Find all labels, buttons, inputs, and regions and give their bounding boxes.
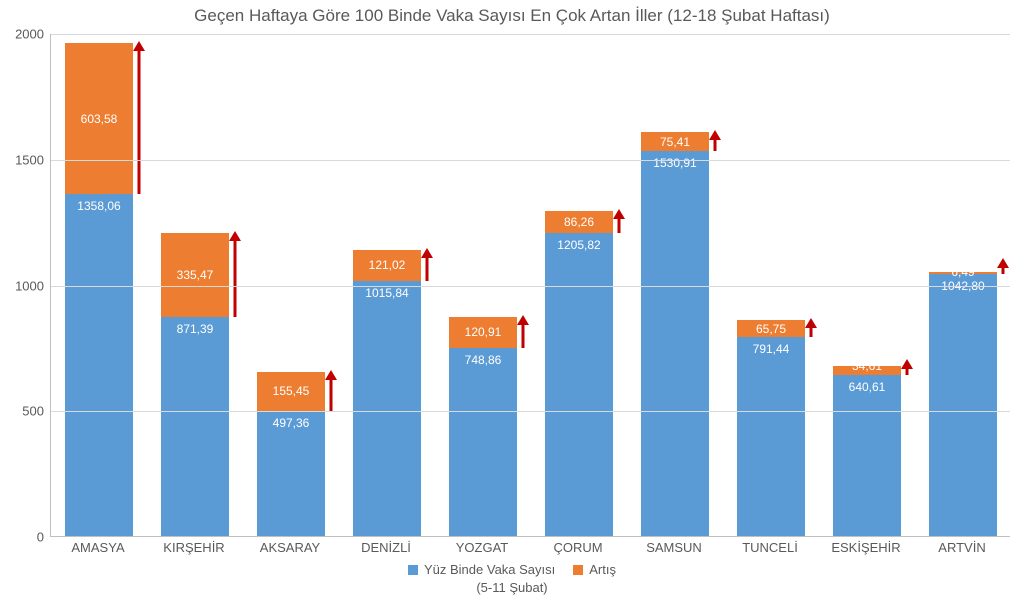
gridline bbox=[51, 34, 1010, 35]
bar-base bbox=[65, 194, 133, 536]
bar-base bbox=[737, 337, 805, 536]
bar-group: 791,44 65,75 bbox=[737, 320, 805, 536]
legend-swatch-base bbox=[408, 565, 418, 575]
bar-base-label: 640,61 bbox=[833, 381, 901, 393]
legend-label-increase: Artış bbox=[589, 562, 616, 577]
bar-base-label: 791,44 bbox=[737, 343, 805, 355]
bar-increase-label: 335,47 bbox=[161, 269, 229, 281]
bar-base bbox=[833, 375, 901, 536]
bar-base-label: 497,36 bbox=[257, 417, 325, 429]
bar-base-label: 871,39 bbox=[161, 323, 229, 335]
bar-increase-label: 120,91 bbox=[449, 326, 517, 338]
x-tick-label: KIRŞEHİR bbox=[163, 540, 224, 555]
bar-increase-label: 75,41 bbox=[641, 136, 709, 148]
bar-increase-label: 86,26 bbox=[545, 216, 613, 228]
chart-title: Geçen Haftaya Göre 100 Binde Vaka Sayısı… bbox=[0, 6, 1024, 26]
bar-base bbox=[641, 151, 709, 536]
bar-base-label: 1205,82 bbox=[545, 239, 613, 251]
y-tick-label: 2000 bbox=[4, 27, 44, 42]
bar-base-label: 1358,06 bbox=[65, 200, 133, 212]
bar-increase-label: 6,49 bbox=[929, 266, 997, 278]
bar-group: 1042,806,49 bbox=[929, 272, 997, 536]
bar-increase-label: 34,61 bbox=[833, 360, 901, 372]
bar-group: 1530,9175,41 bbox=[641, 132, 709, 536]
legend-item-base: Yüz Binde Vaka Sayısı bbox=[408, 562, 555, 577]
bar-increase-label: 603,58 bbox=[65, 113, 133, 125]
legend-sublabel: (5-11 Şubat) bbox=[0, 580, 1024, 595]
y-tick-label: 500 bbox=[4, 404, 44, 419]
bar-group: 748,86 120,91 bbox=[449, 317, 517, 536]
x-tick-label: DENİZLİ bbox=[361, 540, 411, 555]
x-tick-label: YOZGAT bbox=[456, 540, 508, 555]
x-tick-label: ARTVİN bbox=[938, 540, 985, 555]
x-tick-label: AKSARAY bbox=[260, 540, 320, 555]
gridline bbox=[51, 411, 1010, 412]
chart-container: Geçen Haftaya Göre 100 Binde Vaka Sayısı… bbox=[0, 0, 1024, 608]
x-tick-label: ÇORUM bbox=[553, 540, 602, 555]
gridline bbox=[51, 286, 1010, 287]
bar-group: 1015,84 121,02 bbox=[353, 250, 421, 536]
plot-area: 1358,06 603,58 871,39 335,47 497,36 155,45 101… bbox=[50, 34, 1010, 537]
bar-base bbox=[161, 317, 229, 536]
bar-base-label: 748,86 bbox=[449, 354, 517, 366]
bar-base bbox=[353, 281, 421, 536]
bar-group: 871,39 335,47 bbox=[161, 232, 229, 536]
bar-increase-label: 65,75 bbox=[737, 323, 805, 335]
y-tick-label: 1000 bbox=[4, 278, 44, 293]
bar-base bbox=[929, 274, 997, 536]
y-tick-label: 1500 bbox=[4, 152, 44, 167]
x-tick-label: ESKİŞEHİR bbox=[831, 540, 900, 555]
legend-label-base: Yüz Binde Vaka Sayısı bbox=[424, 562, 555, 577]
bar-group: 1358,06 603,58 bbox=[65, 43, 133, 536]
gridline bbox=[51, 160, 1010, 161]
bar-base bbox=[449, 348, 517, 536]
x-tick-label: TUNCELİ bbox=[742, 540, 798, 555]
legend-item-increase: Artış bbox=[573, 562, 616, 577]
legend-row: Yüz Binde Vaka Sayısı Artış bbox=[0, 562, 1024, 577]
x-tick-label: SAMSUN bbox=[646, 540, 702, 555]
legend-swatch-increase bbox=[573, 565, 583, 575]
bar-base bbox=[545, 233, 613, 536]
bar-group: 1205,82 86,26 bbox=[545, 211, 613, 536]
bar-increase-label: 155,45 bbox=[257, 385, 325, 397]
bar-group: 640,6134,61 bbox=[833, 366, 901, 536]
legend: Yüz Binde Vaka Sayısı Artış (5-11 Şubat) bbox=[0, 562, 1024, 595]
bar-base-label: 1015,84 bbox=[353, 287, 421, 299]
y-tick-label: 0 bbox=[4, 530, 44, 545]
x-tick-label: AMASYA bbox=[71, 540, 124, 555]
bar-group: 497,36 155,45 bbox=[257, 372, 325, 536]
bar-increase-label: 121,02 bbox=[353, 259, 421, 271]
